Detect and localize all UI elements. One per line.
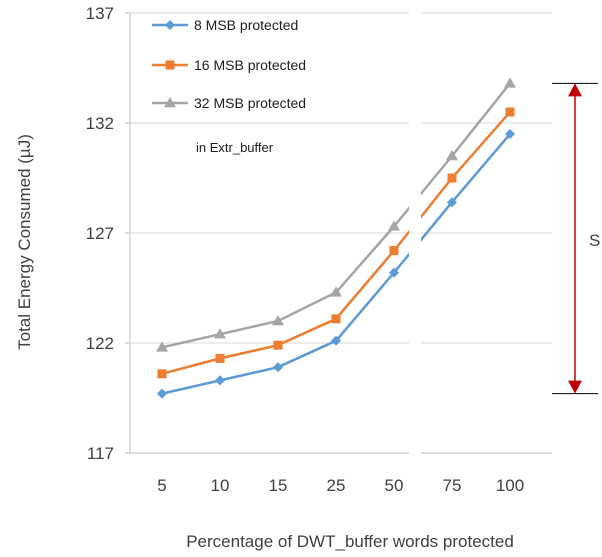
- range-bracket: [552, 82, 598, 395]
- y-tick-label: 127: [86, 224, 114, 243]
- bracket-arrow-head-down: [568, 380, 582, 394]
- series-2: [157, 107, 515, 379]
- data-point: [215, 375, 225, 386]
- x-tick-label: 25: [327, 476, 346, 495]
- data-point: [273, 340, 283, 350]
- legend-entry: 16 MSB protected: [194, 57, 306, 73]
- x-tick-label: 15: [269, 476, 288, 495]
- data-point: [157, 388, 167, 399]
- legend-marker: [164, 97, 176, 108]
- data-point: [447, 197, 457, 208]
- x-axis-label: Percentage of DWT_buffer words protected: [186, 532, 514, 551]
- bracket-arrow-head-up: [568, 83, 582, 97]
- data-point: [214, 328, 226, 339]
- y-tick-label: 132: [86, 114, 114, 133]
- data-point: [389, 267, 399, 278]
- data-point: [388, 220, 400, 231]
- data-point: [505, 107, 515, 117]
- y-tick-label: 117: [87, 444, 114, 463]
- y-axis-label: Total Energy Consumed (µJ): [15, 134, 34, 350]
- data-point: [272, 315, 284, 326]
- x-tick-label: 5: [157, 476, 166, 495]
- data-point: [447, 173, 457, 183]
- series-1: [157, 129, 515, 399]
- y-tick-label: 137: [86, 4, 114, 23]
- image-gap: [409, 0, 421, 520]
- data-point: [215, 353, 225, 363]
- data-point: [446, 150, 458, 161]
- data-point: [505, 129, 515, 139]
- gridlines: [125, 12, 552, 454]
- data-point: [273, 362, 283, 373]
- data-point: [157, 369, 167, 379]
- y-tick-label: 122: [86, 334, 114, 353]
- legend-entry: 32 MSB protected: [194, 95, 306, 111]
- x-tick-label: 10: [211, 476, 230, 495]
- legend: 8 MSB protected 16 MSB protected 32 MSB pr…: [152, 17, 306, 111]
- bracket-label: S: [589, 231, 600, 250]
- series-group: [156, 0, 516, 520]
- x-tick-label: 50: [385, 476, 404, 495]
- legend-marker: [165, 20, 175, 30]
- series-3: [156, 77, 516, 352]
- x-axis-ticks: 5 10 15 25 50 75 100: [157, 476, 524, 495]
- data-point: [331, 335, 341, 346]
- data-point: [330, 286, 342, 297]
- legend-entry: 8 MSB protected: [194, 17, 298, 33]
- data-point: [331, 314, 341, 324]
- legend-marker: [165, 60, 175, 70]
- data-point: [504, 77, 516, 88]
- data-point: [156, 341, 168, 352]
- x-tick-label: 100: [496, 476, 524, 495]
- legend-note: in Extr_buffer: [196, 140, 274, 155]
- x-tick-label: 75: [443, 476, 462, 495]
- data-point: [389, 246, 399, 256]
- y-axis-ticks: 117 122 127 132 137: [86, 4, 114, 463]
